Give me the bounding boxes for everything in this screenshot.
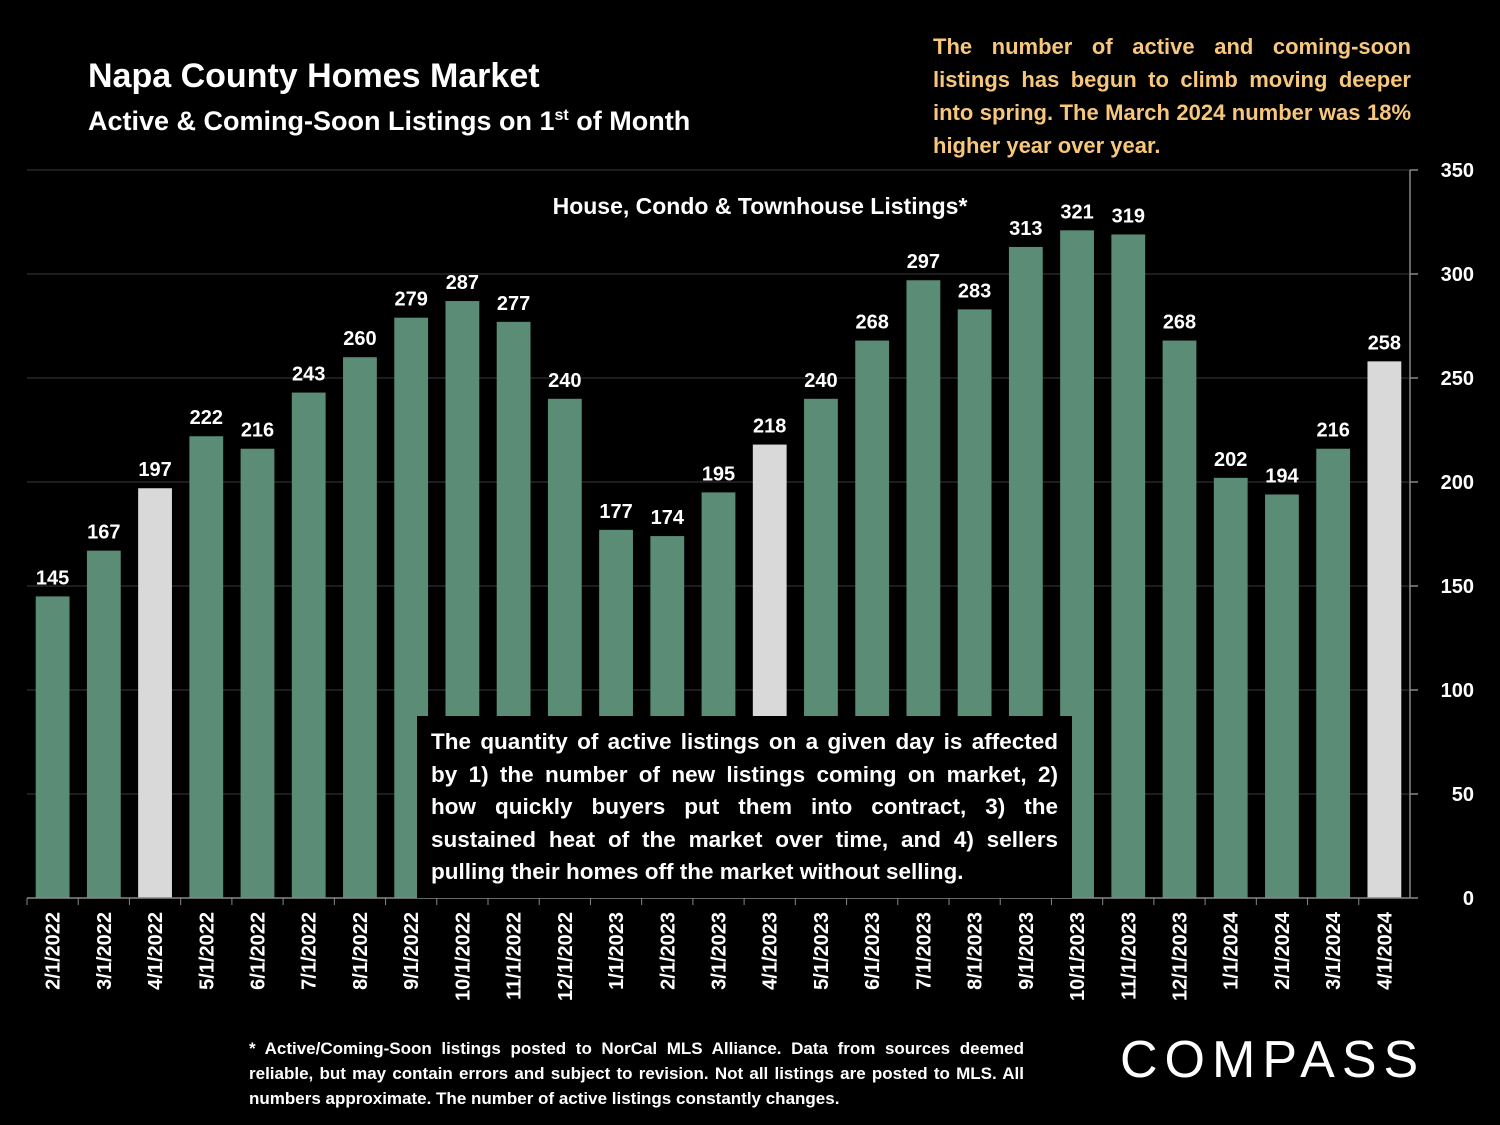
bar-value-label: 277	[497, 293, 530, 315]
bar-value-label: 167	[87, 522, 120, 544]
x-tick-label: 10/1/2023	[1067, 912, 1089, 1001]
x-tick-label: 1/1/2024	[1221, 911, 1243, 990]
bar	[138, 488, 172, 898]
x-tick-label: 6/1/2023	[862, 912, 884, 990]
bar-value-label: 260	[343, 328, 376, 350]
x-tick-label: 9/1/2023	[1016, 912, 1038, 990]
x-tick-label: 11/1/2022	[504, 912, 526, 1000]
callout-text: The number of active and coming-soon lis…	[933, 34, 1411, 158]
bar-value-label: 243	[292, 364, 325, 386]
compass-logo: COMPASS	[1120, 1031, 1426, 1089]
y-tick-label: 0	[1463, 888, 1474, 910]
bar	[1213, 477, 1248, 898]
x-tick-label: 7/1/2022	[299, 912, 321, 990]
bar-value-label: 279	[394, 289, 427, 311]
bar-value-label: 258	[1368, 332, 1401, 354]
subtitle-superscript: st	[554, 107, 569, 124]
x-tick-label: 4/1/2023	[760, 912, 782, 990]
y-tick-label: 100	[1441, 680, 1474, 702]
title-block: Napa County Homes Market Active & Coming…	[88, 56, 690, 141]
subtitle-text: Active & Coming-Soon Listings on 1	[88, 106, 555, 136]
note-box: The quantity of active listings on a giv…	[417, 716, 1072, 898]
bar-value-label: 313	[1009, 218, 1042, 240]
bar-value-label: 202	[1214, 449, 1247, 471]
x-tick-label: 4/1/2024	[1374, 911, 1396, 990]
x-tick-label: 12/1/2022	[555, 912, 577, 1001]
y-tick-label: 350	[1441, 160, 1474, 182]
bar-value-label: 195	[702, 463, 735, 485]
bar-value-label: 321	[1060, 201, 1093, 223]
x-tick-label: 3/1/2023	[709, 912, 731, 990]
bar	[189, 436, 224, 898]
bar	[86, 550, 121, 898]
bar-value-label: 194	[1265, 465, 1299, 487]
page-subtitle: Active & Coming-Soon Listings on 1st of …	[88, 96, 690, 141]
x-tick-label: 8/1/2022	[350, 912, 372, 990]
x-tick-label: 4/1/2022	[145, 912, 167, 990]
x-tick-label: 5/1/2022	[196, 912, 218, 990]
subtitle-suffix: of Month	[568, 106, 691, 136]
bar-value-label: 216	[1316, 420, 1349, 442]
bar-value-label: 177	[599, 501, 632, 523]
x-tick-label: 3/1/2022	[94, 912, 116, 990]
x-tick-label: 3/1/2024	[1323, 911, 1345, 990]
bar-value-label: 216	[241, 420, 274, 442]
y-tick-label: 200	[1441, 472, 1474, 494]
bar-value-label: 268	[855, 312, 888, 334]
x-tick-label: 12/1/2023	[1170, 912, 1192, 1001]
x-tick-label: 2/1/2024	[1272, 911, 1294, 990]
bar-value-label: 197	[138, 459, 171, 481]
x-tick-label: 9/1/2022	[401, 912, 423, 990]
page-title: Napa County Homes Market	[88, 57, 540, 95]
y-tick-label: 300	[1441, 264, 1474, 286]
bar-value-label: 218	[753, 416, 786, 438]
x-tick-label: 7/1/2023	[913, 912, 935, 990]
bar	[1316, 448, 1351, 898]
x-tick-label: 11/1/2023	[1118, 912, 1140, 1000]
x-tick-label: 2/1/2023	[657, 912, 679, 990]
bar	[343, 357, 377, 898]
bar-value-label: 174	[651, 507, 685, 529]
bar-value-label: 240	[548, 370, 581, 392]
bar-value-label: 297	[907, 251, 940, 273]
y-tick-label: 50	[1452, 784, 1474, 806]
x-tick-label: 6/1/2022	[248, 912, 270, 990]
bar-value-label: 287	[446, 272, 479, 294]
footnote: * Active/Coming-Soon listings posted to …	[249, 1039, 1024, 1108]
bar-value-label: 319	[1112, 205, 1145, 227]
y-tick-label: 250	[1441, 368, 1474, 390]
x-tick-label: 1/1/2023	[606, 912, 628, 990]
bar	[1111, 234, 1146, 899]
x-tick-label: 2/1/2022	[43, 912, 65, 990]
bar-value-label: 240	[804, 370, 837, 392]
bar-value-label: 283	[958, 280, 991, 302]
bar	[240, 448, 275, 898]
y-tick-label: 150	[1441, 576, 1474, 598]
bar	[291, 392, 326, 898]
bar	[1162, 340, 1197, 898]
bar-value-label: 268	[1163, 312, 1196, 334]
bar	[1265, 494, 1299, 898]
x-tick-label: 8/1/2023	[965, 912, 987, 990]
x-tick-label: 10/1/2022	[452, 912, 474, 1001]
bar-value-label: 222	[190, 407, 223, 429]
bar-value-label: 145	[36, 567, 69, 589]
bar	[1367, 361, 1402, 898]
chart-title: House, Condo & Townhouse Listings*	[553, 193, 968, 219]
x-tick-label: 5/1/2023	[811, 912, 833, 990]
bar	[35, 596, 70, 898]
